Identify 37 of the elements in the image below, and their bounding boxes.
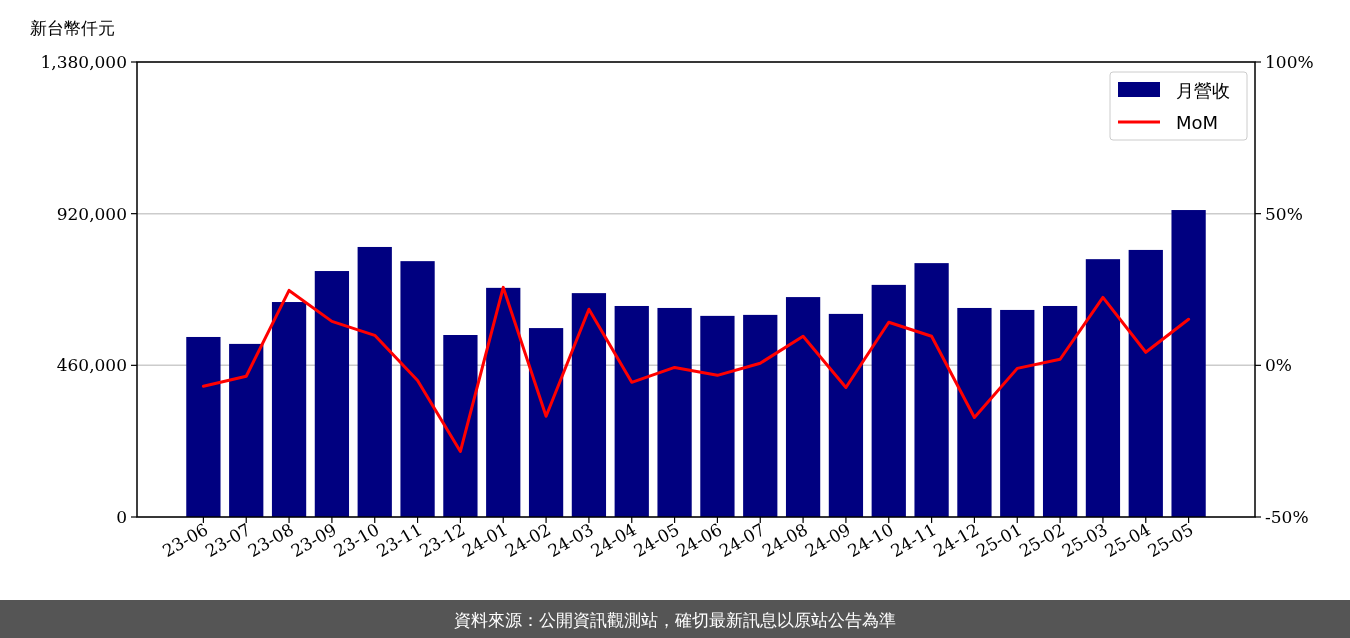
bar bbox=[614, 305, 649, 517]
bar bbox=[443, 335, 478, 517]
bar bbox=[871, 284, 906, 517]
y2-tick-label: 0% bbox=[1265, 355, 1292, 376]
bar bbox=[700, 315, 735, 517]
bar bbox=[1085, 259, 1121, 517]
legend-label: 月營收 bbox=[1176, 80, 1230, 101]
bar bbox=[186, 336, 221, 517]
bar bbox=[528, 328, 564, 517]
y-tick-label: 1,380,000 bbox=[40, 52, 127, 72]
legend-label: MoM bbox=[1176, 112, 1219, 133]
bar bbox=[571, 293, 607, 517]
y2-tick-label: -50% bbox=[1265, 507, 1309, 527]
source-note: 資料來源：公開資訊觀測站，確切最新訊息以原站公告為準 bbox=[454, 610, 896, 630]
bar bbox=[271, 302, 307, 517]
bar bbox=[229, 343, 264, 517]
bar bbox=[957, 307, 992, 517]
y-tick-label: 920,000 bbox=[56, 203, 127, 224]
line-series bbox=[201, 285, 1191, 453]
bar bbox=[785, 297, 821, 517]
bar bbox=[1171, 210, 1206, 517]
bar bbox=[1000, 309, 1035, 517]
y-tick-label: 460,000 bbox=[56, 355, 127, 376]
y2-tick-label: 100% bbox=[1265, 52, 1314, 72]
bar bbox=[657, 307, 692, 517]
bar bbox=[400, 261, 435, 517]
bar bbox=[1128, 249, 1163, 517]
bar bbox=[743, 314, 778, 517]
bar bbox=[914, 263, 949, 517]
bar bbox=[314, 271, 350, 517]
y2-tick-label: 50% bbox=[1265, 203, 1303, 224]
bar bbox=[357, 246, 392, 517]
bar bbox=[1042, 305, 1078, 517]
bar bbox=[486, 287, 521, 517]
y-tick-label: 0 bbox=[116, 507, 127, 527]
y-axis-title: 新台幣仟元 bbox=[30, 18, 115, 38]
bar bbox=[828, 313, 864, 517]
